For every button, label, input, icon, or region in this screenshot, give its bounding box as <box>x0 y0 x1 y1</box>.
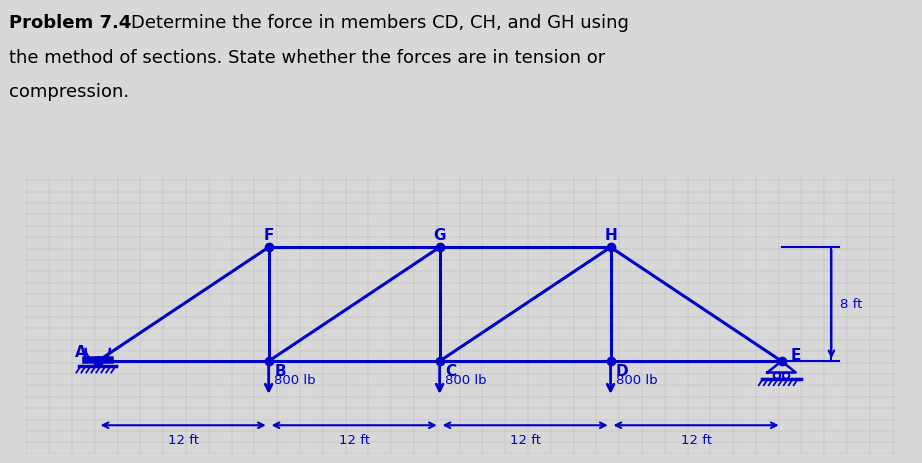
Text: D: D <box>616 363 628 379</box>
Text: Problem 7.4: Problem 7.4 <box>9 14 132 32</box>
Text: 800 lb: 800 lb <box>616 374 658 387</box>
Bar <box>84 357 112 362</box>
Text: F: F <box>264 228 274 243</box>
Text: compression.: compression. <box>9 83 129 101</box>
Text: 800 lb: 800 lb <box>275 374 316 387</box>
Text: 12 ft: 12 ft <box>168 434 199 447</box>
Text: 12 ft: 12 ft <box>680 434 712 447</box>
Text: 12 ft: 12 ft <box>510 434 540 447</box>
Text: 12 ft: 12 ft <box>338 434 370 447</box>
Text: E: E <box>790 348 801 363</box>
Text: H: H <box>604 228 617 243</box>
Text: - Determine the force in members CD, CH, and GH using: - Determine the force in members CD, CH,… <box>113 14 630 32</box>
Text: the method of sections. State whether the forces are in tension or: the method of sections. State whether th… <box>9 49 606 67</box>
Text: C: C <box>445 363 456 379</box>
Text: 8 ft: 8 ft <box>840 298 862 311</box>
Text: A: A <box>75 345 87 360</box>
Text: B: B <box>274 363 286 379</box>
Text: 800 lb: 800 lb <box>445 374 487 387</box>
Text: G: G <box>433 228 446 243</box>
